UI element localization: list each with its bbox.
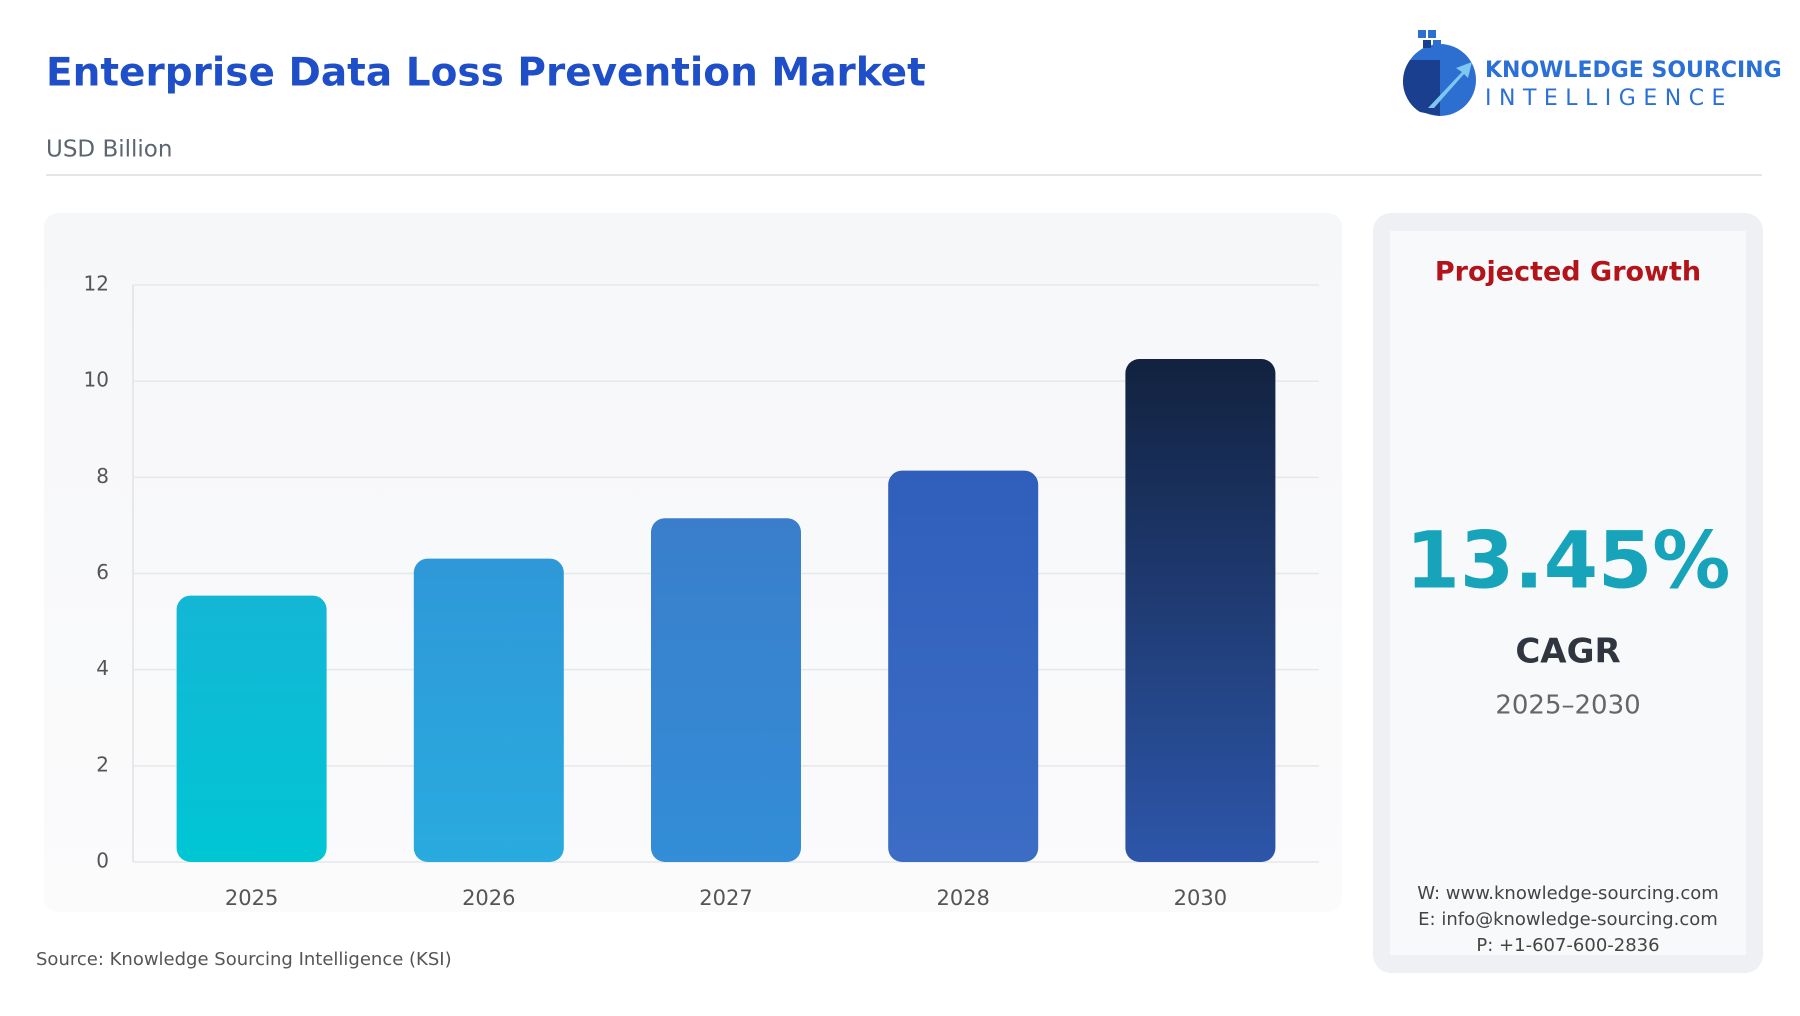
y-tick-label: 10 [84, 368, 109, 392]
contact: P: +1-607-600-2836 [1476, 935, 1659, 956]
contact: W: www.knowledge-sourcing.com [1417, 883, 1719, 904]
y-tick-label: 8 [96, 464, 109, 488]
y-tick-label: 6 [96, 560, 109, 584]
bar [413, 558, 564, 862]
panel-heading: Projected Growth [1435, 257, 1701, 288]
subtitle: USD Billion [46, 137, 172, 163]
bar [176, 595, 327, 862]
bar [1125, 359, 1276, 862]
y-tick-label: 0 [96, 849, 109, 873]
cagr-label: CAGR [1515, 632, 1620, 672]
panel-inner [1390, 231, 1746, 955]
logo-text: KNOWLEDGE SOURCING [1485, 58, 1782, 83]
logo-text: INTELLIGENCE [1485, 86, 1733, 111]
y-tick-label: 4 [96, 656, 109, 680]
x-tick-label: 2030 [1174, 886, 1227, 910]
title: Enterprise Data Loss Prevention Market [46, 51, 926, 96]
source: Source: Knowledge Sourcing Intelligence … [36, 949, 452, 970]
y-tick-label: 2 [96, 752, 109, 776]
x-tick-label: 2028 [936, 886, 989, 910]
logo: KNOWLEDGE SOURCING INTELLIGENCE [1402, 30, 1782, 116]
contact: E: info@knowledge-sourcing.com [1418, 909, 1718, 930]
x-tick-label: 2026 [462, 886, 515, 910]
x-tick-label: 2025 [225, 886, 278, 910]
bar [888, 470, 1039, 862]
bar [651, 518, 801, 862]
cagr-period: 2025–2030 [1495, 691, 1640, 721]
cagr-value: 13.45% [1406, 516, 1731, 606]
y-tick-label: 12 [84, 272, 109, 296]
x-tick-label: 2027 [699, 886, 752, 910]
